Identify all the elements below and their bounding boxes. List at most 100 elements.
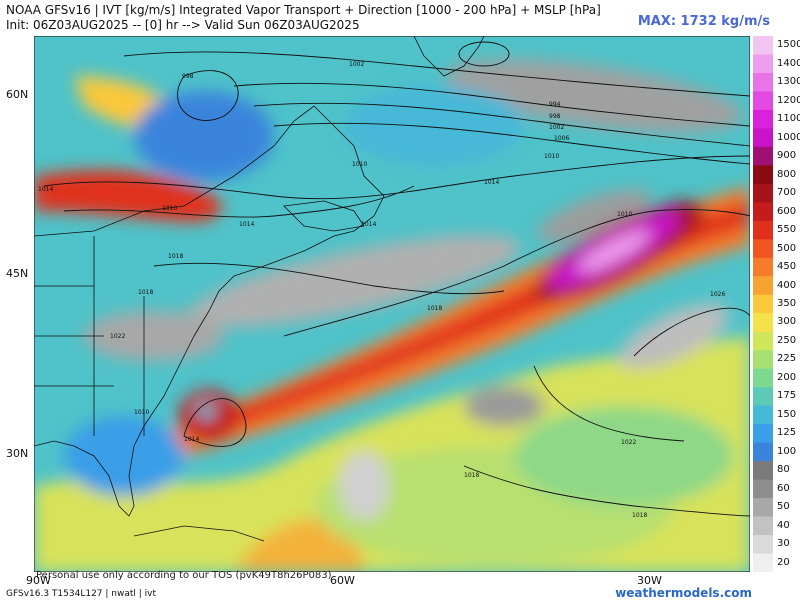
- colorbar-label: 500: [777, 242, 797, 254]
- colorbar-swatch: [753, 54, 773, 74]
- colorbar-swatch: [753, 128, 773, 148]
- colorbar-swatch: [753, 405, 773, 425]
- colorbar-label: 600: [777, 205, 797, 217]
- pressure-label: 998: [182, 73, 194, 80]
- colorbar-swatch: [753, 535, 773, 555]
- model-info: GFSv16.3 T1534L127 | nwatl | ivt: [6, 589, 156, 599]
- colorbar-label: 300: [777, 316, 797, 328]
- ivt-shading: [34, 59, 750, 572]
- pressure-label: 1010: [617, 211, 632, 218]
- colorbar-label: 700: [777, 187, 797, 199]
- pressure-label: 1014: [361, 221, 376, 228]
- pressure-label: 1018: [138, 289, 153, 296]
- pressure-label: 1010: [352, 161, 367, 168]
- colorbar: [753, 36, 773, 572]
- pressure-label: 1018: [427, 305, 442, 312]
- colorbar-swatch: [753, 276, 773, 296]
- colorbar-swatch: [753, 553, 773, 572]
- pressure-label: 1018: [464, 472, 479, 479]
- colorbar-label: 150: [777, 408, 797, 420]
- colorbar-label: 1400: [777, 57, 800, 69]
- pressure-label: 1010: [162, 205, 177, 212]
- colorbar-label: 80: [777, 464, 790, 476]
- pressure-label: 1010: [544, 153, 559, 160]
- pressure-label: 1002: [349, 61, 364, 68]
- lon-label-30w: 30W: [637, 574, 662, 587]
- colorbar-label: 1000: [777, 131, 800, 143]
- colorbar-swatch: [753, 479, 773, 499]
- colorbar-label: 60: [777, 482, 790, 494]
- colorbar-label: 200: [777, 371, 797, 383]
- colorbar-swatch: [753, 498, 773, 518]
- colorbar-label: 30: [777, 538, 790, 550]
- colorbar-label: 50: [777, 501, 790, 513]
- colorbar-label: 125: [777, 427, 797, 439]
- colorbar-swatch: [753, 313, 773, 333]
- pressure-label: 1022: [621, 439, 636, 446]
- isobars: [43, 41, 750, 517]
- pressure-label: 1014: [239, 221, 254, 228]
- colorbar-label: 175: [777, 390, 797, 402]
- map-valid-time: Init: 06Z03AUG2025 -- [0] hr --> Valid S…: [6, 18, 360, 32]
- pressure-label: 1002: [549, 124, 564, 131]
- pressure-labels: 998 1002 994 998 1002 1006 1010 1010 101…: [38, 61, 725, 519]
- colorbar-label: 100: [777, 445, 797, 457]
- colorbar-swatch: [753, 294, 773, 314]
- colorbar-swatch: [753, 36, 773, 55]
- colorbar-swatch: [753, 146, 773, 166]
- coastlines: [34, 36, 485, 542]
- pressure-label: 1018: [632, 512, 647, 519]
- colorbar-label: 225: [777, 353, 797, 365]
- colorbar-swatch: [753, 183, 773, 203]
- colorbar-label: 400: [777, 279, 797, 291]
- colorbar-label: 800: [777, 168, 797, 180]
- colorbar-label: 20: [777, 556, 790, 568]
- colorbar-swatch: [753, 442, 773, 462]
- colorbar-swatch: [753, 368, 773, 388]
- colorbar-label: 350: [777, 298, 797, 309]
- map-title: NOAA GFSv16 | IVT [kg/m/s] Integrated Va…: [6, 3, 601, 17]
- lon-label-90w: 90W: [26, 574, 51, 587]
- colorbar-swatch: [753, 239, 773, 259]
- colorbar-swatch: [753, 331, 773, 351]
- pressure-label: 1014: [38, 186, 53, 193]
- pressure-label: 1018: [168, 253, 183, 260]
- lat-label-45n: 45N: [6, 267, 29, 280]
- colorbar-swatch: [753, 257, 773, 277]
- colorbar-swatch: [753, 461, 773, 481]
- colorbar-swatch: [753, 72, 773, 92]
- colorbar-label: 1200: [777, 94, 800, 106]
- colorbar-label: 1300: [777, 76, 800, 88]
- pressure-label: 1022: [110, 333, 125, 340]
- pressure-label: 1014: [184, 436, 199, 443]
- colorbar-label: 1500: [777, 39, 800, 51]
- colorbar-swatch: [753, 220, 773, 240]
- lat-label-60n: 60N: [6, 88, 29, 101]
- colorbar-swatch: [753, 424, 773, 444]
- colorbar-label: 900: [777, 150, 797, 162]
- colorbar-swatch: [753, 350, 773, 370]
- lat-label-30n: 30N: [6, 447, 29, 460]
- pressure-label: 1026: [710, 291, 725, 298]
- pressure-label: 1014: [484, 179, 499, 186]
- pressure-label: 1010: [134, 409, 149, 416]
- colorbar-label: 250: [777, 334, 797, 346]
- ivt-map: 998 1002 994 998 1002 1006 1010 1010 101…: [34, 36, 750, 572]
- colorbar-label: 550: [777, 224, 797, 236]
- colorbar-label: 1100: [777, 113, 800, 125]
- lon-label-60w: 60W: [330, 574, 355, 587]
- colorbar-swatch: [753, 516, 773, 536]
- colorbar-swatch: [753, 202, 773, 222]
- colorbar-label: 450: [777, 261, 797, 273]
- colorbar-swatch: [753, 165, 773, 185]
- colorbar-label: 40: [777, 519, 790, 531]
- pressure-label: 998: [549, 113, 561, 120]
- colorbar-swatch: [753, 387, 773, 407]
- pressure-label: 1006: [554, 135, 569, 142]
- colorbar-swatch: [753, 91, 773, 111]
- max-value-label: MAX: 1732 kg/m/s: [637, 14, 770, 29]
- colorbar-swatch: [753, 109, 773, 129]
- watermark-link[interactable]: weathermodels.com: [615, 586, 752, 600]
- pressure-label: 994: [549, 101, 561, 108]
- tos-notice: Personal use only according to our TOS (…: [36, 570, 332, 581]
